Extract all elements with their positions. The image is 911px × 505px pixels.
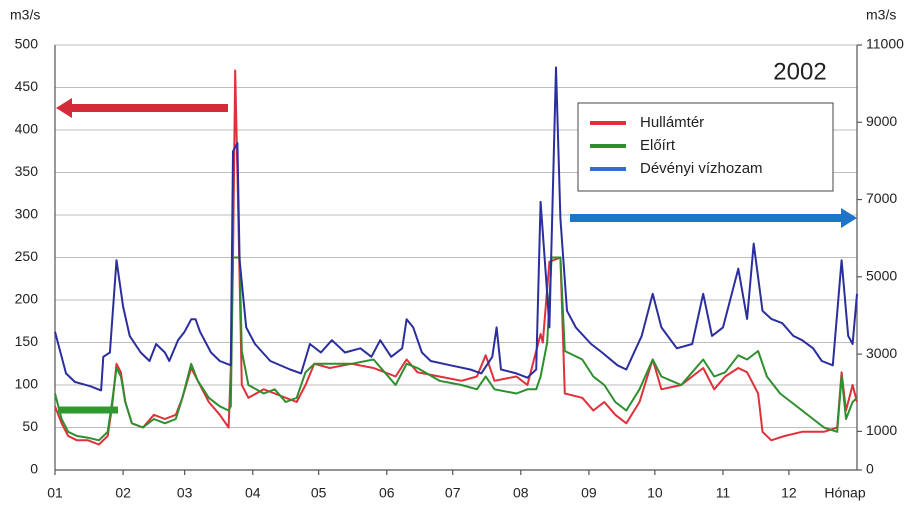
y2-tick-label: 0 [866,461,874,477]
blue-arrow-head [841,208,857,228]
y-tick-label: 350 [15,163,39,179]
x-tick-label: 03 [177,485,193,501]
x-tick-label: 05 [311,485,327,501]
y-tick-label: 450 [15,78,39,94]
x-tick-label: 09 [581,485,597,501]
y2-tick-label: 9000 [866,113,897,129]
y-tick-label: 100 [15,376,39,392]
y2-tick-label: 5000 [866,268,897,284]
y2-tick-label: 3000 [866,345,897,361]
year-annotation: 2002 [773,58,826,85]
y-tick-label: 500 [15,36,39,52]
legend-label: Dévényi vízhozam [640,160,763,177]
y-tick-label: 150 [15,333,39,349]
x-tick-label: 07 [445,485,461,501]
plot: 0501001502002503003504004505000100030005… [15,36,904,501]
y-tick-label: 50 [22,418,38,434]
arrows [56,98,857,414]
y-tick-label: 300 [15,206,39,222]
y-tick-label: 250 [15,248,39,264]
y2-tick-label: 1000 [866,422,897,438]
x-tick-label: 01 [47,485,63,501]
y2-tick-label: 11000 [866,36,904,52]
x-tick-label: 06 [379,485,395,501]
x-tick-label: 12 [781,485,797,501]
x-tick-label: 11 [716,485,731,501]
y-tick-label: 0 [30,461,38,477]
x-tick-label: 04 [245,485,261,501]
series-line [54,66,858,392]
series-line [54,256,858,442]
y2-tick-label: 7000 [866,190,897,206]
legend-label: Előírt [640,137,676,154]
x-tick-label: 02 [115,485,131,501]
left-unit: m3/s [10,7,40,23]
legend-label: Hullámtér [640,114,704,131]
y-tick-label: 200 [15,291,39,307]
x-tick-label: 08 [513,485,529,501]
red-arrow-head [56,98,72,118]
right-unit: m3/s [866,7,896,23]
x-tick-label: 10 [647,485,663,501]
x-axis-label: Hónap [824,485,865,501]
y-tick-label: 400 [15,121,39,137]
